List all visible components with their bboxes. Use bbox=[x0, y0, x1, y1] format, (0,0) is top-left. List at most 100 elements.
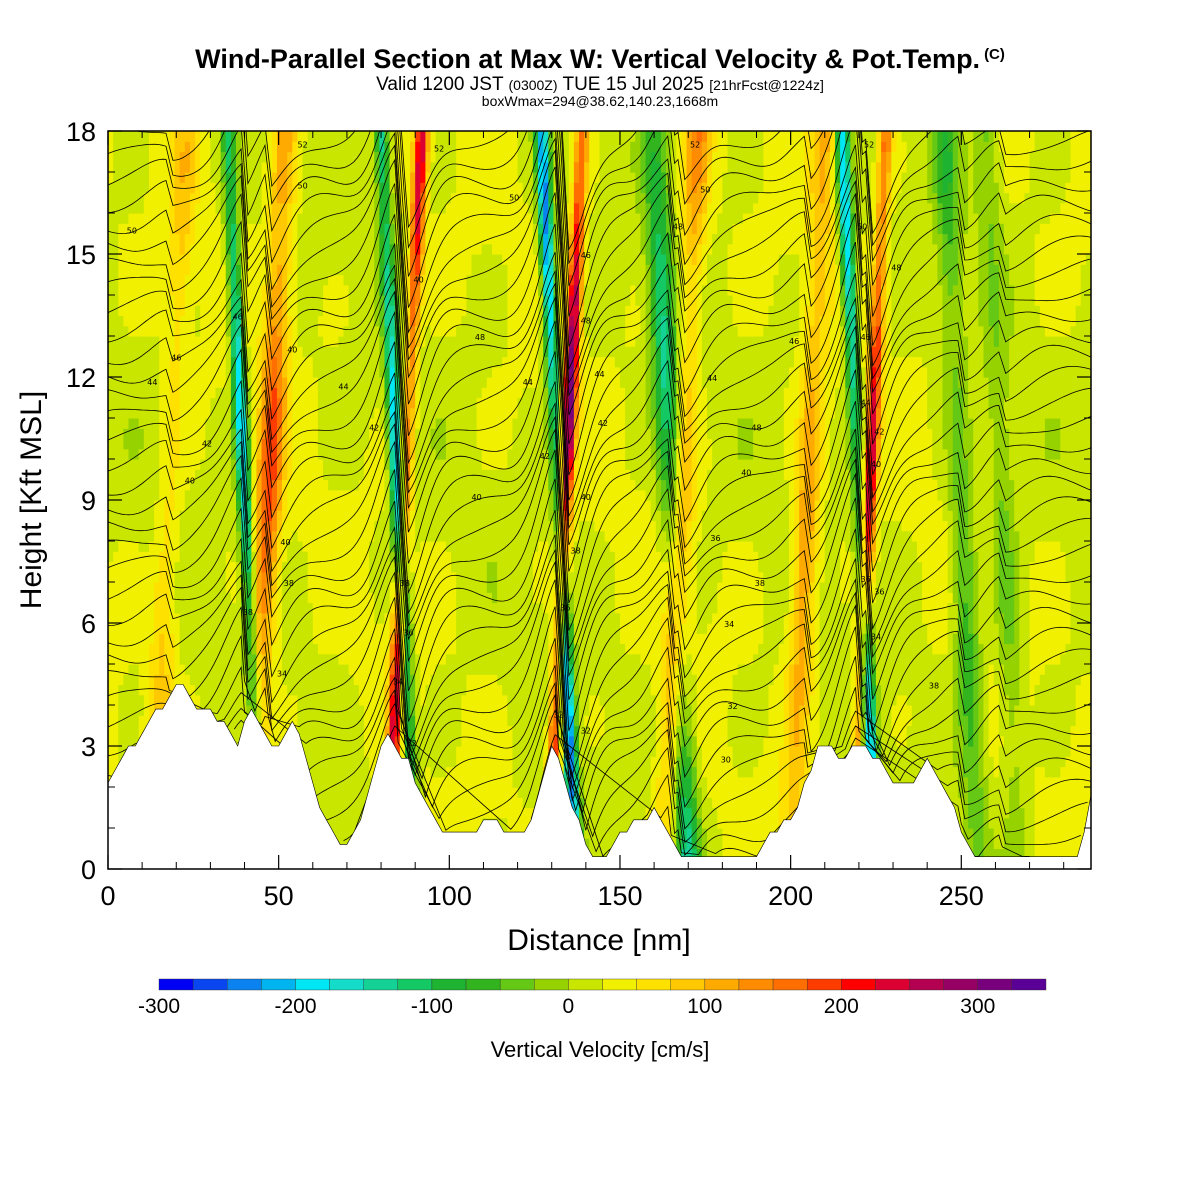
w-cell bbox=[251, 571, 258, 583]
w-cell bbox=[220, 715, 227, 727]
w-cell bbox=[312, 766, 319, 778]
w-cell bbox=[333, 828, 339, 839]
w-cell bbox=[200, 592, 206, 604]
w-cell bbox=[108, 151, 114, 163]
w-cell bbox=[358, 735, 365, 747]
w-cell bbox=[108, 141, 114, 153]
w-cell bbox=[317, 325, 324, 337]
w-cell bbox=[379, 612, 386, 624]
w-cell bbox=[133, 223, 140, 235]
w-cell bbox=[256, 448, 263, 460]
w-cell bbox=[164, 459, 171, 470]
w-cell bbox=[415, 459, 421, 470]
w-cell bbox=[363, 766, 370, 778]
w-cell bbox=[159, 325, 165, 337]
w-cell bbox=[276, 274, 283, 286]
w-cell bbox=[108, 366, 114, 378]
w-cell bbox=[312, 192, 319, 204]
w-cell bbox=[415, 131, 421, 142]
w-cell bbox=[128, 131, 135, 142]
w-cell bbox=[333, 243, 339, 255]
w-cell bbox=[363, 438, 370, 450]
w-cell bbox=[445, 325, 452, 337]
w-cell bbox=[348, 715, 355, 727]
w-cell bbox=[369, 428, 375, 440]
w-cell bbox=[184, 202, 191, 214]
w-cell bbox=[133, 571, 140, 583]
w-cell bbox=[430, 182, 437, 194]
w-cell bbox=[118, 541, 124, 552]
w-cell bbox=[230, 674, 237, 686]
w-cell bbox=[195, 438, 201, 450]
w-cell bbox=[205, 151, 211, 163]
w-cell bbox=[179, 653, 186, 665]
w-cell bbox=[338, 377, 345, 388]
w-cell bbox=[164, 295, 171, 306]
w-cell bbox=[374, 131, 380, 142]
w-cell bbox=[343, 684, 350, 696]
w-cell bbox=[440, 325, 447, 337]
w-cell bbox=[276, 438, 283, 450]
w-cell bbox=[374, 377, 380, 388]
w-cell bbox=[246, 541, 252, 552]
w-cell bbox=[179, 254, 186, 265]
w-cell bbox=[143, 459, 150, 470]
w-cell bbox=[282, 243, 288, 255]
w-cell bbox=[348, 161, 355, 173]
w-cell bbox=[312, 623, 319, 634]
w-cell bbox=[164, 233, 171, 245]
w-cell bbox=[317, 469, 324, 481]
w-cell bbox=[251, 202, 258, 214]
w-cell bbox=[420, 172, 427, 183]
w-cell bbox=[123, 243, 130, 255]
w-cell bbox=[210, 192, 217, 204]
w-cell bbox=[138, 274, 145, 286]
w-cell bbox=[266, 151, 273, 163]
w-cell bbox=[225, 397, 232, 409]
w-cell bbox=[456, 500, 462, 511]
w-cell bbox=[430, 192, 437, 204]
w-cell bbox=[169, 684, 176, 696]
w-cell bbox=[210, 366, 217, 378]
w-cell bbox=[420, 530, 427, 542]
w-cell bbox=[297, 192, 304, 204]
w-cell bbox=[302, 715, 309, 727]
w-cell bbox=[394, 366, 401, 378]
w-cell bbox=[276, 172, 283, 183]
w-cell bbox=[154, 151, 160, 163]
w-cell bbox=[425, 387, 432, 399]
w-cell bbox=[113, 479, 119, 491]
w-cell bbox=[461, 694, 467, 706]
w-cell bbox=[440, 684, 447, 696]
w-cell bbox=[266, 612, 273, 624]
w-cell bbox=[297, 377, 304, 388]
w-cell bbox=[353, 284, 360, 296]
w-cell bbox=[435, 182, 442, 194]
w-cell bbox=[189, 254, 196, 265]
w-cell bbox=[292, 592, 299, 604]
w-cell bbox=[230, 192, 237, 204]
w-cell bbox=[123, 418, 130, 429]
w-cell bbox=[159, 243, 165, 255]
w-cell bbox=[348, 776, 355, 788]
w-cell bbox=[159, 469, 165, 481]
w-cell bbox=[333, 202, 339, 214]
w-cell bbox=[205, 407, 211, 419]
w-cell bbox=[317, 776, 324, 788]
w-cell bbox=[302, 705, 309, 716]
w-cell bbox=[410, 735, 416, 747]
w-cell bbox=[164, 356, 171, 368]
w-cell bbox=[118, 305, 124, 317]
w-cell bbox=[353, 592, 360, 604]
w-cell bbox=[430, 274, 437, 286]
w-cell bbox=[230, 715, 237, 727]
w-cell bbox=[323, 674, 329, 686]
w-cell bbox=[195, 366, 201, 378]
w-cell bbox=[174, 141, 181, 153]
w-cell bbox=[374, 428, 380, 440]
w-cell bbox=[440, 500, 447, 511]
w-cell bbox=[363, 694, 370, 706]
w-cell bbox=[184, 377, 191, 388]
w-cell bbox=[399, 571, 406, 583]
w-cell bbox=[138, 459, 145, 470]
